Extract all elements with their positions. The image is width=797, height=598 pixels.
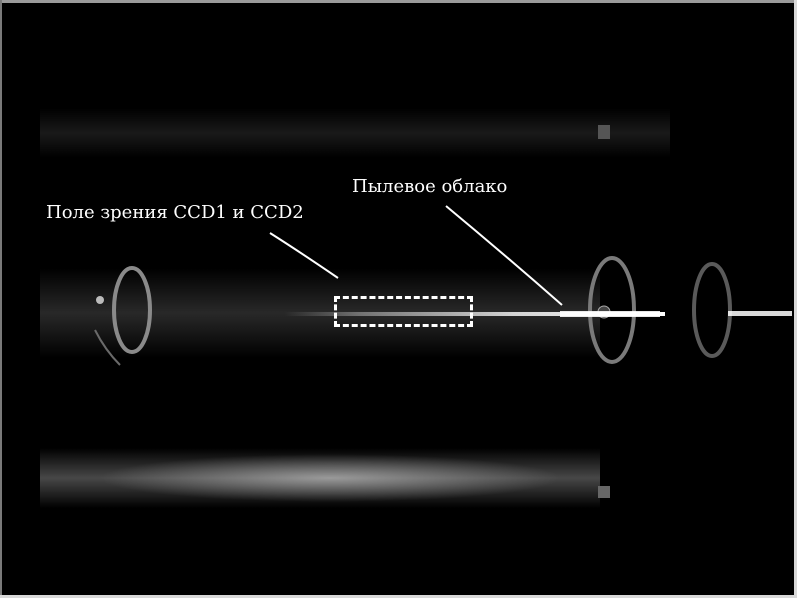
far-right-flange xyxy=(692,262,732,358)
field-of-view-label: Поле зрения CCD1 и CCD2 xyxy=(46,202,304,223)
left-fixture xyxy=(96,296,104,304)
dust-cloud-beam xyxy=(285,312,665,316)
dust-cloud-label: Пылевое облако xyxy=(352,176,508,197)
fov-leader-line xyxy=(269,232,339,279)
beam-right-segment xyxy=(728,311,792,316)
upper-fixture xyxy=(598,125,610,139)
left-flange xyxy=(112,266,152,354)
frame-border-right xyxy=(794,0,797,598)
frame-border-bottom xyxy=(0,595,797,598)
right-flange xyxy=(588,256,636,364)
cloud-leader-line xyxy=(445,205,563,306)
beam-core xyxy=(560,311,660,317)
frame-border-top xyxy=(0,0,797,3)
left-wire xyxy=(94,329,121,366)
field-of-view-box xyxy=(334,296,473,327)
frame-border-left xyxy=(0,0,2,598)
lower-glow xyxy=(100,454,560,502)
upper-reflection-band xyxy=(40,108,670,158)
lower-fixture xyxy=(598,486,610,498)
